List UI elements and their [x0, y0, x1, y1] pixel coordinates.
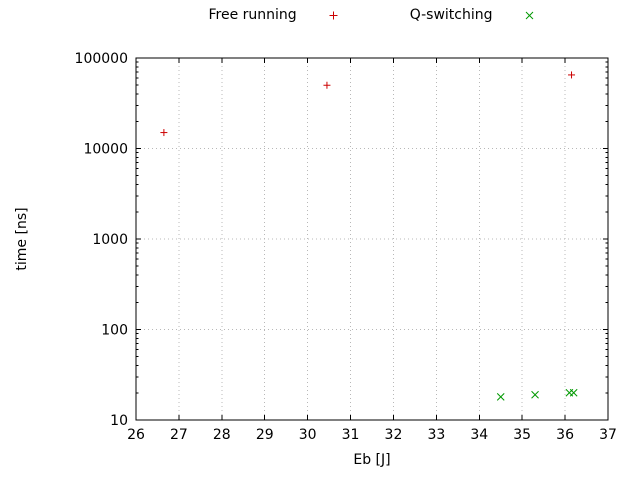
cross-marker-icon [525, 11, 533, 19]
y-tick-label: 100000 [75, 51, 128, 67]
legend-item: Free running [209, 7, 340, 23]
legend-label: Q-switching [409, 7, 493, 23]
x-tick-label: 34 [470, 427, 488, 443]
x-tick-label: 32 [385, 427, 403, 443]
y-tick-label: 10 [110, 413, 128, 429]
x-tick-label: 37 [599, 427, 617, 443]
legend-label: Free running [208, 7, 297, 23]
x-axis-label: Eb [J] [353, 452, 391, 468]
x-tick-label: 27 [170, 427, 188, 443]
y-tick-label: 1000 [92, 232, 128, 248]
y-axis-label: time [ns] [14, 207, 30, 271]
x-tick-label: 33 [427, 427, 445, 443]
y-tick-label: 10000 [83, 142, 128, 158]
x-tick-label: 30 [299, 427, 317, 443]
x-tick-label: 36 [556, 427, 574, 443]
y-tick-label: 100 [101, 323, 128, 339]
plus-marker-icon [329, 11, 338, 19]
x-tick-label: 26 [127, 427, 145, 443]
legend-item: Q-switching [410, 7, 536, 23]
x-tick-label: 28 [213, 427, 231, 443]
x-tick-label: 29 [256, 427, 274, 443]
legend: Free running Q-switching [136, 4, 608, 26]
x-tick-label: 35 [513, 427, 531, 443]
x-tick-label: 31 [342, 427, 360, 443]
